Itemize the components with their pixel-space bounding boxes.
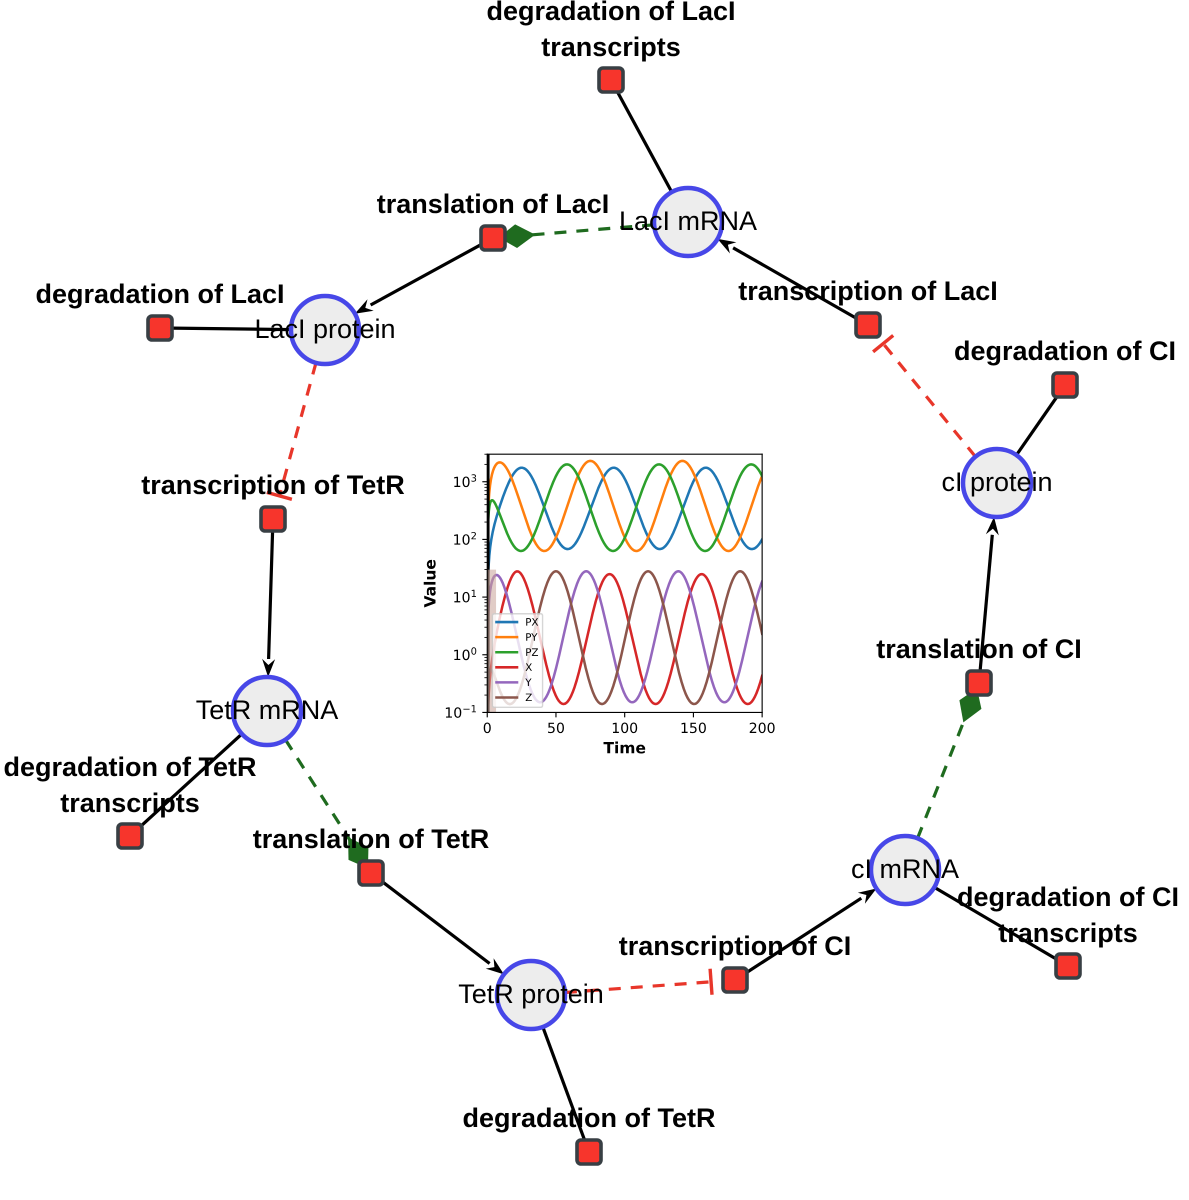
svg-text:degradation of LacI: degradation of LacI [35,279,284,309]
svg-text:LacI mRNA: LacI mRNA [619,206,757,236]
svg-text:transcripts: transcripts [541,32,681,62]
svg-text:translation of TetR: translation of TetR [253,824,490,854]
svg-text:degradation of TetR: degradation of TetR [4,752,257,782]
svg-text:TetR protein: TetR protein [458,979,604,1009]
svg-text:degradation of CI: degradation of CI [954,336,1176,366]
svg-text:TetR mRNA: TetR mRNA [196,695,339,725]
svg-text:degradation of LacI: degradation of LacI [486,0,735,26]
svg-text:translation of LacI: translation of LacI [377,189,610,219]
svg-text:transcription of CI: transcription of CI [619,931,852,961]
svg-text:LacI protein: LacI protein [254,314,395,344]
svg-text:cI protein: cI protein [941,467,1052,497]
svg-text:transcription of TetR: transcription of TetR [141,470,405,500]
svg-text:degradation of CI: degradation of CI [957,882,1179,912]
svg-text:transcripts: transcripts [998,918,1138,948]
svg-text:translation of CI: translation of CI [876,634,1082,664]
svg-text:transcripts: transcripts [60,788,200,818]
svg-text:degradation of TetR: degradation of TetR [463,1103,716,1133]
svg-text:transcription of LacI: transcription of LacI [738,276,998,306]
svg-text:cI mRNA: cI mRNA [851,854,959,884]
